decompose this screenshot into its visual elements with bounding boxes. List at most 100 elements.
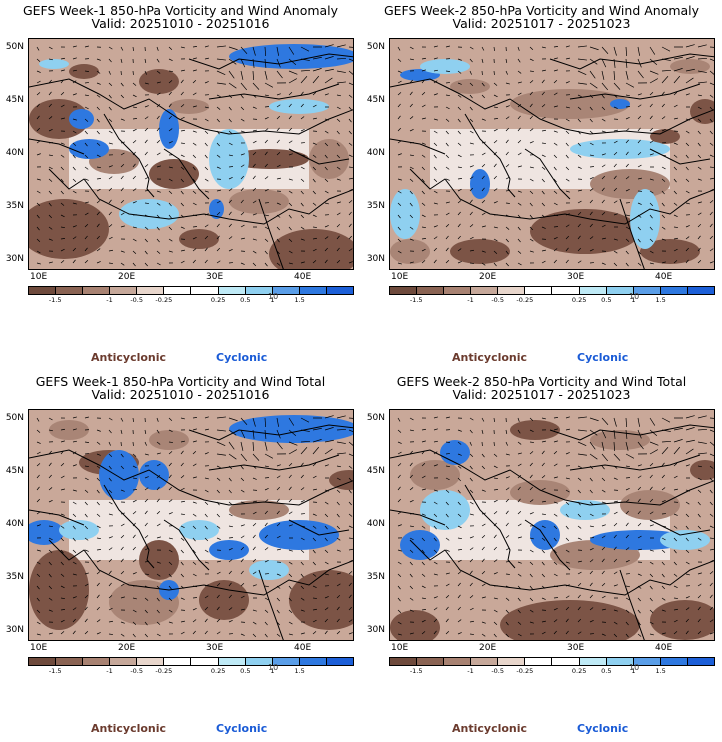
longitude-label: 40E <box>294 643 312 653</box>
wind-vector <box>336 247 340 252</box>
wind-vector <box>409 429 414 432</box>
wind-vector <box>300 440 311 443</box>
wind-vector <box>697 415 707 419</box>
wind-vector <box>144 176 149 180</box>
wind-vector <box>192 630 196 635</box>
wind-vector <box>36 238 41 243</box>
wind-vector <box>433 118 438 121</box>
wind-vector <box>120 489 125 492</box>
wind-vector <box>36 429 41 433</box>
wind-vector <box>180 202 184 207</box>
wind-vector <box>108 441 111 446</box>
wind-vector <box>709 571 714 575</box>
wind-vector <box>481 429 484 434</box>
latitude-label: 45N <box>366 95 385 105</box>
wind-vector <box>60 609 66 611</box>
wind-vector <box>216 501 220 506</box>
wind-vector <box>336 428 347 431</box>
wind-vector <box>709 489 713 494</box>
wind-vector <box>336 106 341 110</box>
wind-vector <box>589 570 593 575</box>
wind-vector <box>697 81 707 84</box>
wind-vector <box>613 546 617 551</box>
wind-vector <box>96 248 101 252</box>
wind-vector <box>673 202 678 206</box>
colorbar-tick-label: -0.5 <box>491 667 504 675</box>
wind-vector <box>36 621 41 625</box>
wind-vector <box>348 166 353 168</box>
wind-vector <box>324 415 334 419</box>
wind-vector <box>120 163 125 168</box>
wind-vector <box>685 549 690 553</box>
wind-vector <box>661 190 665 195</box>
wind-vector <box>348 525 353 529</box>
map-area <box>28 409 354 641</box>
wind-vector <box>96 178 102 180</box>
wind-vector <box>216 247 221 252</box>
latitude-label: 40N <box>366 519 385 529</box>
wind-vector <box>565 235 570 240</box>
wind-vector <box>288 621 293 625</box>
wind-vector <box>264 94 269 97</box>
wind-vector <box>589 465 594 470</box>
vorticity-contour-area <box>620 490 680 520</box>
colorbar-segment <box>633 658 661 665</box>
wind-vector <box>517 573 522 577</box>
wind-vector <box>697 130 701 135</box>
wind-vector <box>529 190 534 194</box>
colorbar-tick-label: 0.5 <box>601 296 612 304</box>
wind-vector <box>589 548 594 551</box>
wind-vector <box>324 118 329 121</box>
wind-vector <box>445 618 449 623</box>
wind-vector <box>493 453 498 457</box>
wind-vector <box>409 202 413 207</box>
wind-vector <box>216 441 226 446</box>
wind-vector <box>505 176 510 180</box>
wind-vector <box>228 465 233 470</box>
wind-vector <box>517 452 522 455</box>
wind-vector <box>36 92 41 96</box>
wind-vector <box>336 130 340 135</box>
wind-vector <box>312 631 317 635</box>
wind-vector <box>517 417 520 422</box>
wind-vector <box>276 417 279 427</box>
wind-vector <box>493 546 497 551</box>
wind-vector <box>709 537 714 539</box>
wind-vector <box>240 465 244 470</box>
vorticity-contour-area <box>29 550 89 630</box>
wind-vector <box>216 618 221 623</box>
vorticity-contour-area <box>450 239 510 264</box>
wind-vector <box>312 104 317 108</box>
wind-vector <box>324 561 329 565</box>
wind-vector <box>300 103 304 108</box>
wind-vector <box>601 501 606 504</box>
wind-vector <box>264 139 268 144</box>
wind-vector <box>529 46 534 51</box>
wind-vector <box>120 250 125 253</box>
wind-vector <box>481 58 484 63</box>
wind-vector <box>457 154 462 158</box>
wind-vector <box>625 429 628 439</box>
colorbar-segment <box>660 658 688 665</box>
wind-vector <box>168 621 173 624</box>
longitude-label: 20E <box>479 272 497 282</box>
wind-vector <box>192 45 198 48</box>
wind-vector <box>505 621 509 626</box>
wind-vector <box>324 130 329 134</box>
wind-vector <box>108 477 112 482</box>
wind-vector <box>348 501 352 506</box>
colorbar-segment <box>579 287 607 294</box>
wind-vector <box>84 106 89 110</box>
wind-vector <box>144 214 149 218</box>
wind-vector <box>589 142 594 146</box>
wind-vector <box>288 153 293 156</box>
wind-vector <box>625 139 629 144</box>
wind-vector <box>312 585 317 589</box>
colorbar-segment <box>633 287 661 294</box>
wind-vector <box>685 142 690 147</box>
vorticity-contour-area <box>259 520 339 550</box>
wind-vector <box>409 487 414 491</box>
wind-vector <box>276 139 280 144</box>
wind-vector <box>156 58 160 63</box>
wind-vector <box>108 417 113 421</box>
